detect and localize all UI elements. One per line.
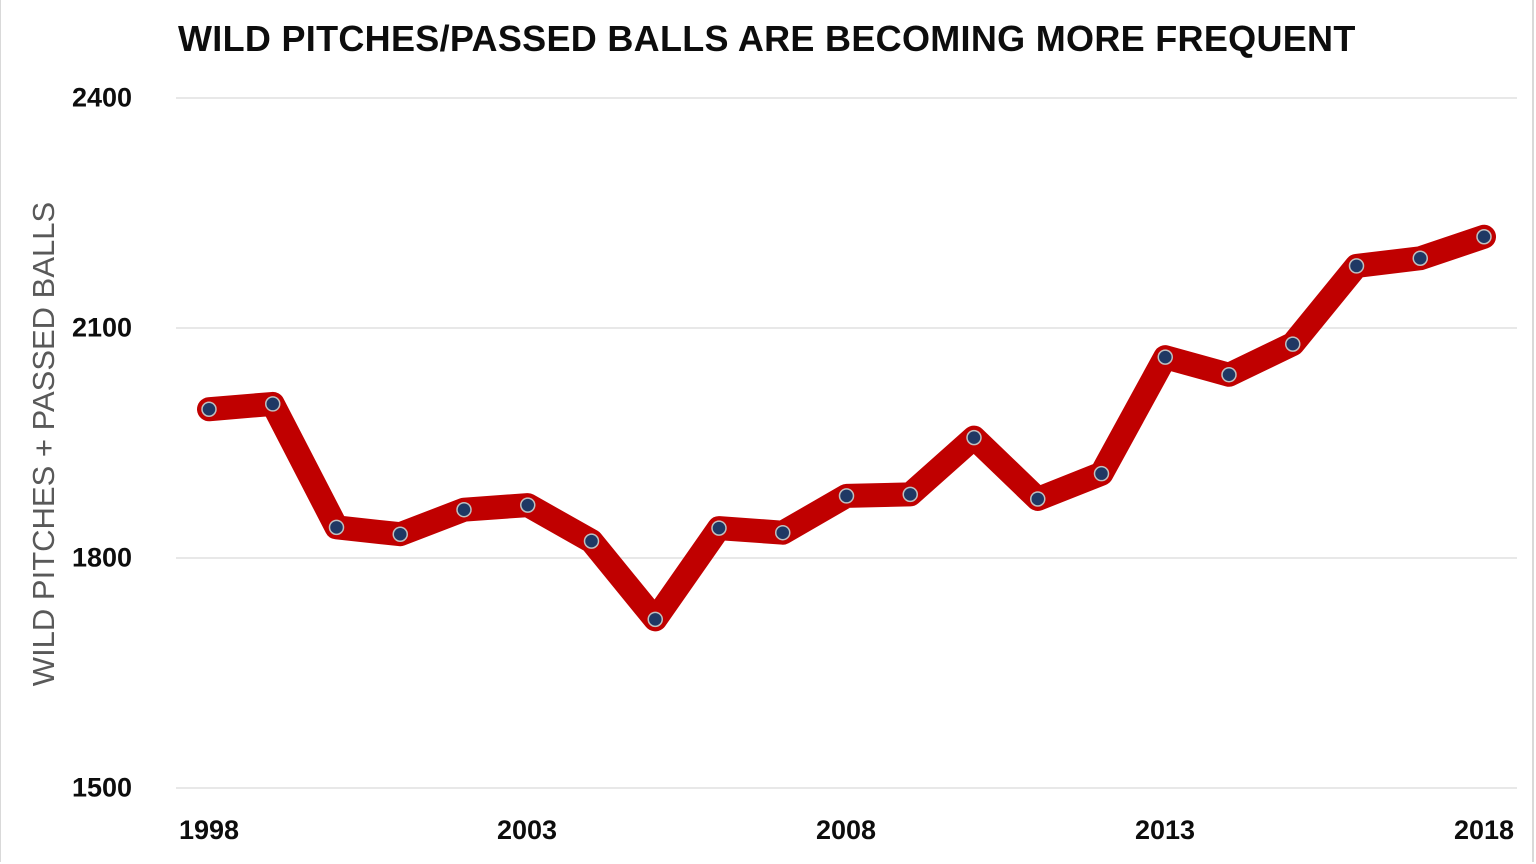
data-point-2009: [902, 486, 918, 503]
data-point-2004: [583, 533, 600, 549]
y-tick-2100: 2100: [72, 312, 133, 343]
data-line: [197, 224, 1496, 632]
data-point-2013: [1157, 349, 1173, 365]
x-tick-2003: 2003: [496, 815, 558, 845]
data-point-2016: [1348, 258, 1365, 274]
chart-title: WILD PITCHES/PASSED BALLS ARE BECOMING M…: [178, 18, 1356, 59]
y-tick-1800: 1800: [72, 542, 133, 573]
data-point-2015: [1285, 336, 1301, 352]
data-point-2007: [775, 524, 791, 541]
x-tick-2013: 2013: [1134, 815, 1196, 845]
y-tick-2400: 2400: [72, 82, 133, 113]
data-point-2006: [711, 520, 727, 536]
data-point-2017: [1412, 250, 1428, 266]
data-point-2005: [647, 611, 663, 628]
data-point-2001: [392, 526, 408, 542]
y-tick-1500: 1500: [72, 772, 133, 803]
data-point-2000: [328, 519, 345, 536]
data-point-2011: [1030, 491, 1046, 507]
x-tick-2008: 2008: [815, 815, 877, 845]
data-point-2008: [838, 488, 855, 504]
data-point-2018: [1476, 229, 1492, 245]
x-tick-2018: 2018: [1453, 815, 1515, 845]
data-markers: [201, 229, 1492, 628]
data-point-2002: [456, 501, 472, 518]
gridlines: [176, 97, 1517, 789]
data-point-2012: [1093, 465, 1110, 482]
data-point-2010: [966, 429, 982, 446]
data-point-2003: [520, 497, 536, 513]
data-point-1999: [265, 396, 281, 412]
x-tick-1998: 1998: [178, 815, 240, 845]
data-point-1998: [201, 401, 217, 418]
data-point-2014: [1221, 367, 1237, 383]
